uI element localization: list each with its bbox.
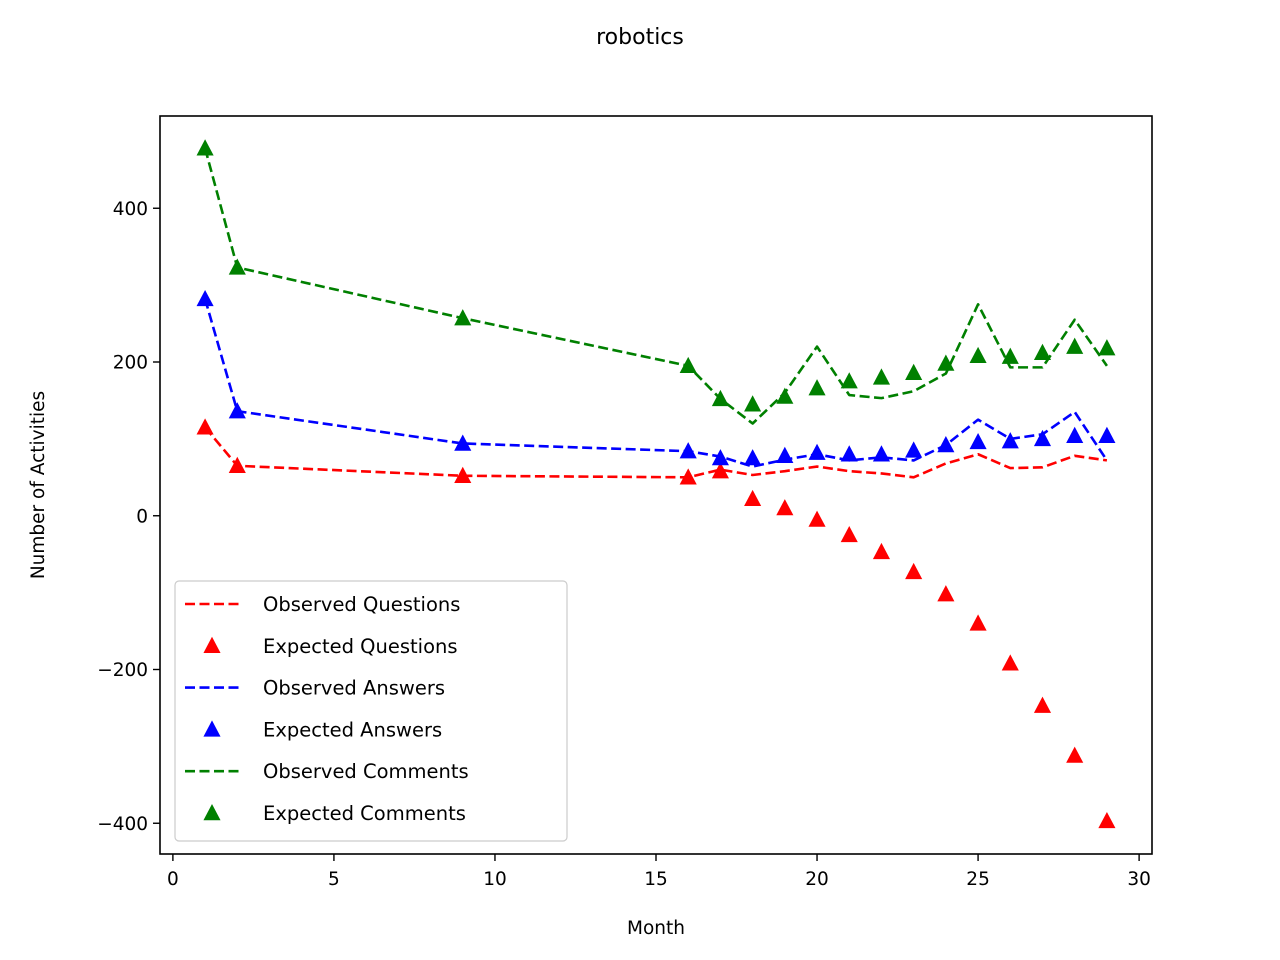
expected-comments-marker [1098, 339, 1116, 356]
legend-label-observed-answers: Observed Answers [263, 677, 445, 700]
observed-questions-line [204, 426, 1108, 479]
expected-comments-marker [872, 368, 891, 385]
expected-questions-marker [711, 462, 729, 479]
axis-ticks: 0 5 10 15 20 25 30 −400 −200 0 200 400 [97, 199, 1151, 890]
y-tick-label: −400 [97, 814, 148, 835]
expected-comments-marker [969, 346, 987, 364]
legend-label-expected-comments: Expected Comments [263, 802, 466, 825]
legend-swatch-expected-answers [203, 720, 221, 737]
legend-label-expected-questions: Expected Questions [263, 635, 458, 658]
expected-comments-marker [937, 354, 955, 371]
expected-questions-marker [228, 456, 246, 473]
x-tick-label: 0 [167, 869, 179, 890]
y-tick-label: 400 [113, 199, 148, 220]
expected-questions-marker [1033, 696, 1052, 713]
expected-answers-marker [711, 449, 729, 466]
expected-comments-marker [1066, 337, 1084, 354]
expected-comments-marker [1001, 347, 1019, 364]
expected-answers-marker [679, 442, 697, 459]
legend-label-observed-comments: Observed Comments [263, 760, 469, 783]
observed-answers-line [203, 298, 1108, 468]
expected-answers-marker [905, 441, 923, 458]
expected-comments-marker [196, 139, 214, 156]
expected-comments-marker [744, 395, 762, 412]
expected-answers-marker [196, 289, 214, 307]
expected-comments-marker [679, 356, 697, 374]
x-tick-label: 5 [328, 869, 340, 890]
expected-answers-marker [228, 402, 246, 419]
expected-answers-marker [454, 434, 472, 451]
expected-answers-marker [840, 445, 858, 462]
y-tick-label: −200 [97, 660, 148, 681]
expected-comments-marker [808, 379, 826, 396]
expected-answers-marker [776, 446, 794, 463]
x-tick-label: 15 [644, 869, 668, 890]
expected-questions-marker [808, 510, 826, 527]
expected-comments-marker [840, 372, 858, 389]
expected-questions-marker [1001, 654, 1019, 671]
expected-answers-marker [1098, 426, 1116, 443]
x-tick-label: 30 [1127, 869, 1151, 890]
expected-questions-marker [196, 418, 214, 435]
expected-questions-marker [840, 525, 858, 543]
expected-comments-marker [454, 309, 472, 326]
expected-answers-marker [1001, 432, 1019, 449]
x-axis-label: Month [627, 918, 685, 939]
expected-questions-marker [679, 468, 697, 485]
expected-questions-marker [776, 499, 794, 516]
expected-answers-marker [969, 432, 987, 450]
legend-swatch-expected-comments [203, 804, 221, 821]
expected-questions-marker [1066, 746, 1084, 763]
expected-questions-marker [454, 466, 472, 483]
chart-title: robotics [596, 25, 684, 50]
expected-comments-marker [905, 363, 923, 380]
x-tick-label: 25 [966, 869, 990, 890]
expected-answers-marker [937, 436, 955, 453]
legend-swatch-expected-questions [203, 636, 221, 653]
legend-label-observed-questions: Observed Questions [263, 593, 460, 616]
expected-questions-marker [937, 585, 955, 602]
observed-comments-line [203, 147, 1108, 425]
x-tick-label: 20 [805, 869, 829, 890]
expected-answers-marker [872, 445, 891, 462]
expected-answers-marker [744, 449, 762, 466]
expected-comments-marker [711, 389, 729, 407]
expected-questions-marker [969, 614, 987, 631]
expected-questions-marker [872, 542, 891, 560]
expected-answers-marker [1066, 426, 1084, 443]
y-tick-label: 200 [113, 353, 148, 374]
y-axis-label: Number of Activities [28, 391, 49, 579]
legend: Observed Questions Expected Questions Obse… [174, 580, 568, 842]
expected-questions-marker [1098, 811, 1116, 829]
expected-answers-marker [1033, 429, 1052, 447]
legend-label-expected-answers: Expected Answers [263, 718, 442, 741]
y-tick-label: 0 [136, 506, 148, 527]
plot-area [196, 139, 1116, 829]
expected-comments-marker [776, 387, 794, 404]
expected-answers-marker [808, 443, 826, 460]
expected-questions-marker [744, 489, 762, 507]
expected-comments-marker [228, 258, 246, 275]
expected-comments-marker [1033, 343, 1052, 360]
legend-box [174, 580, 568, 842]
expected-questions-marker [905, 562, 923, 580]
x-tick-label: 10 [483, 869, 507, 890]
